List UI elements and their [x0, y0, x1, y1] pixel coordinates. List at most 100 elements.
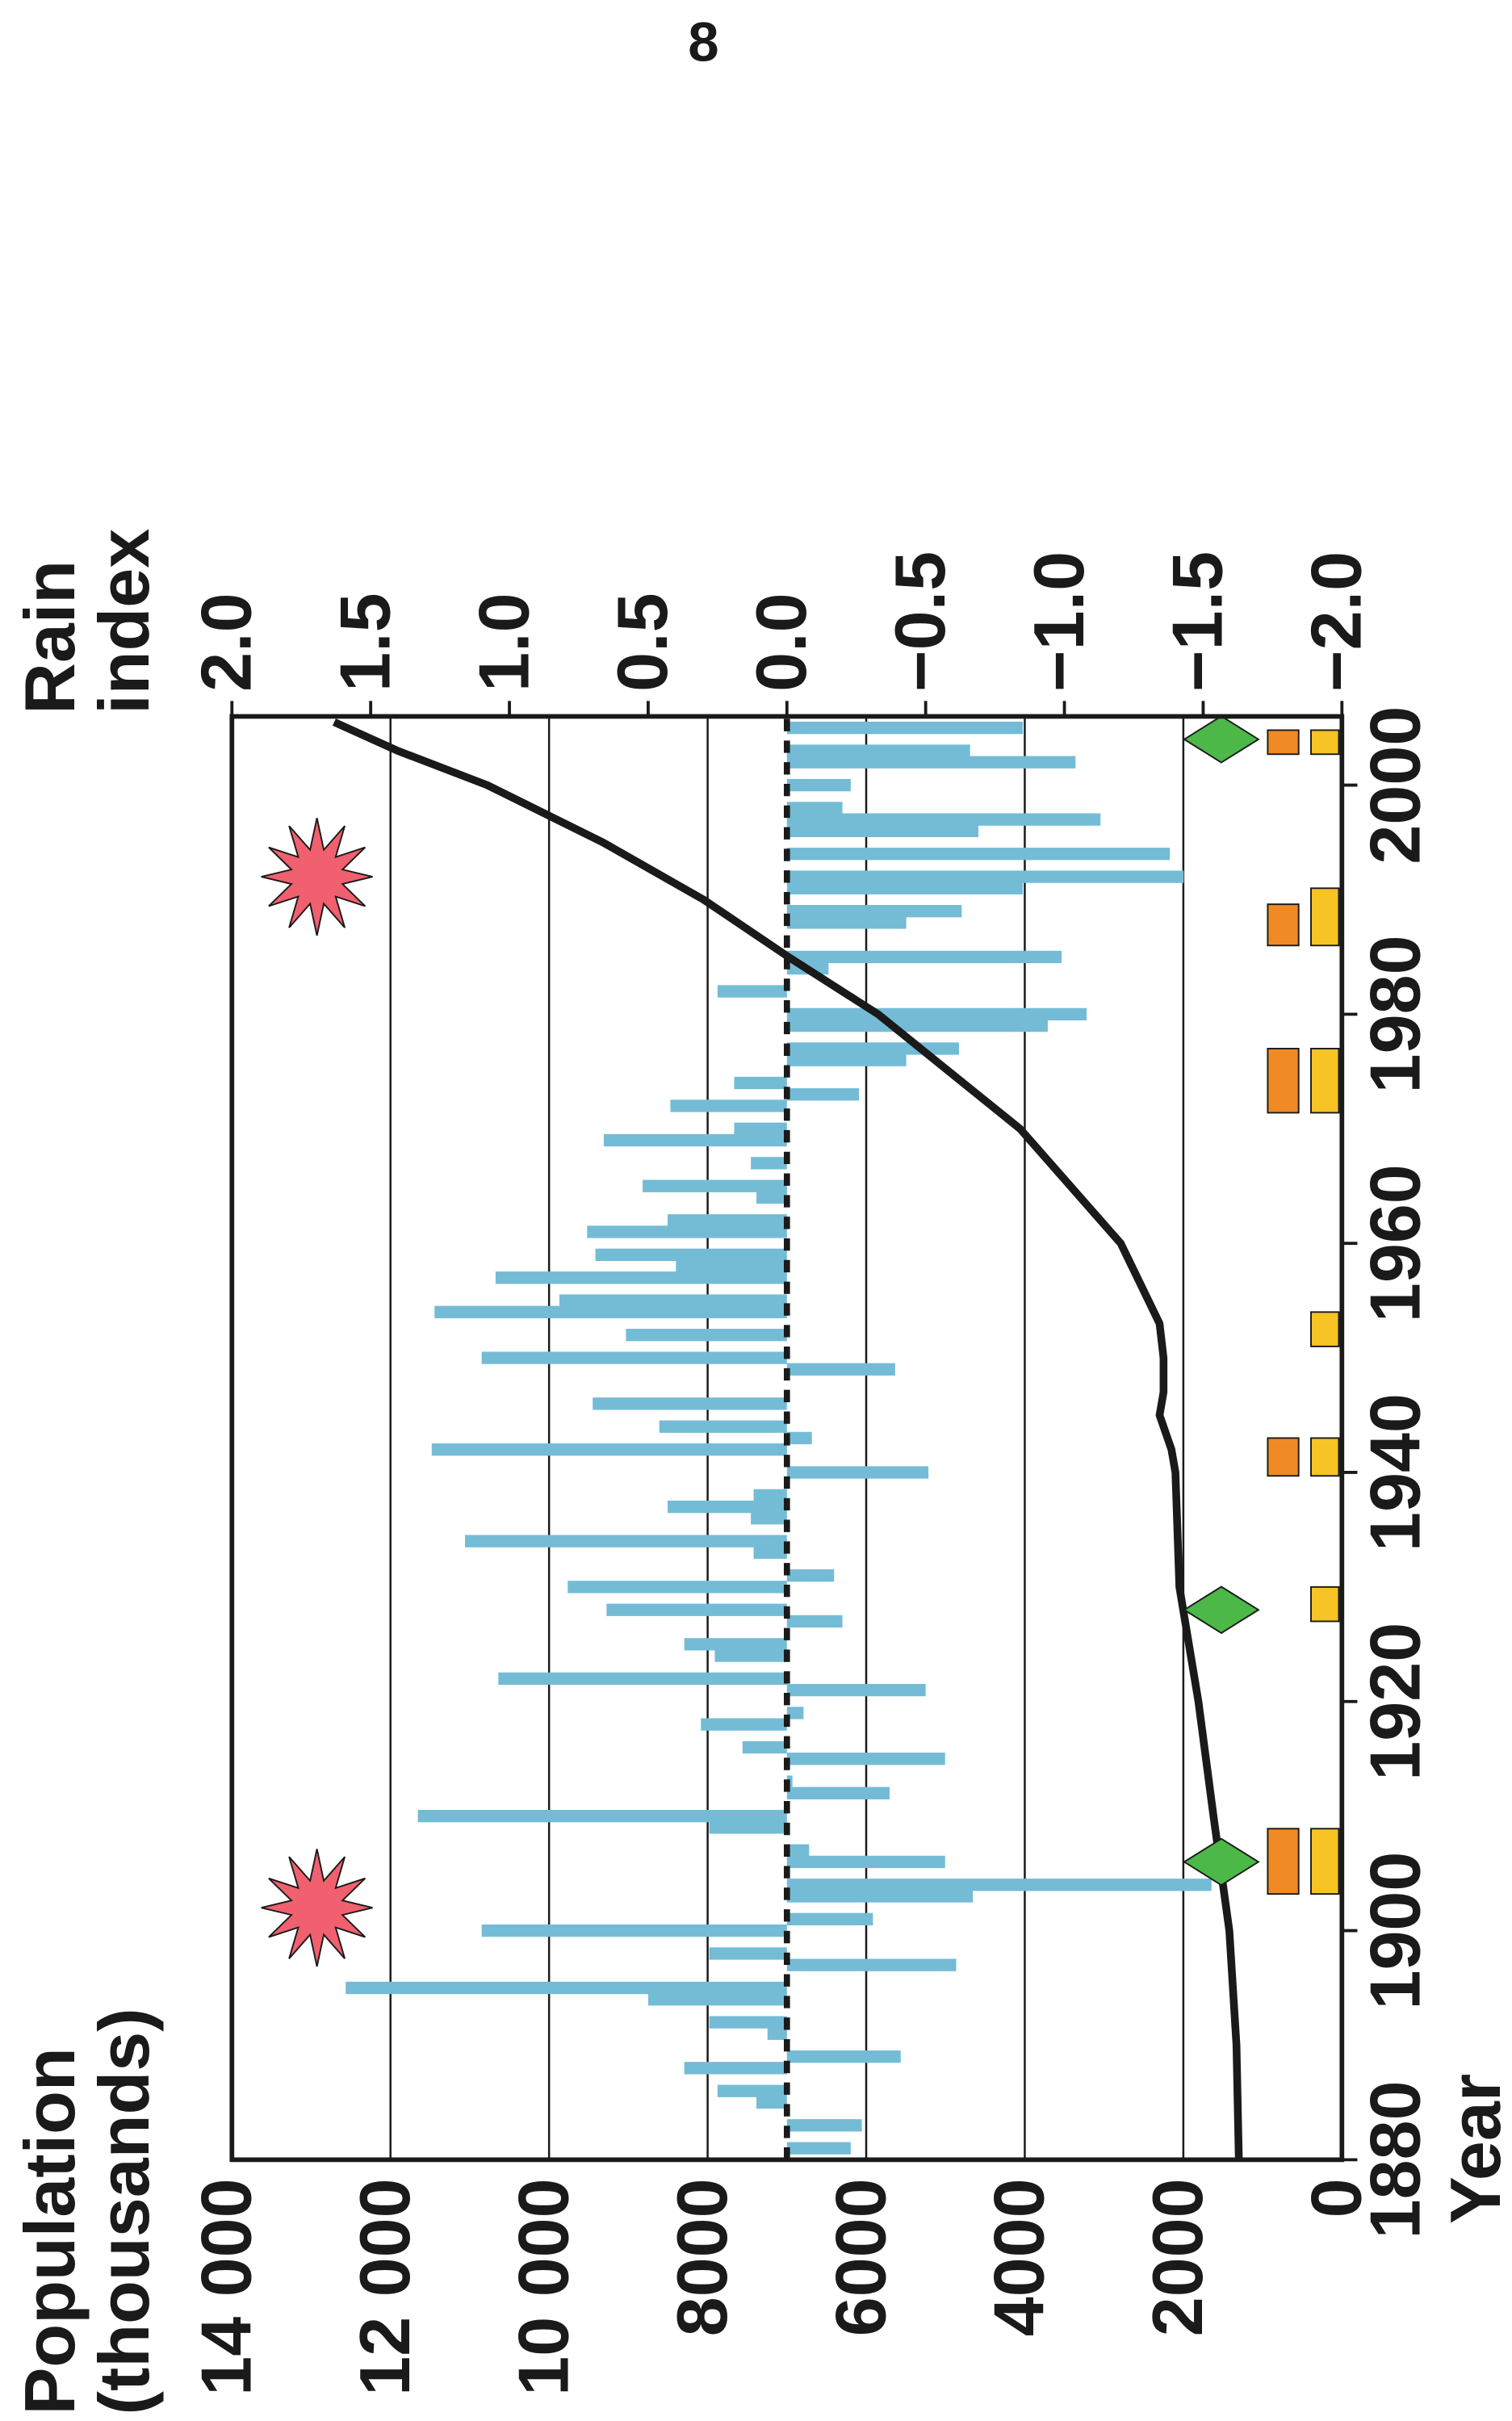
period-marker	[1310, 1437, 1340, 1477]
y-tick-label: 4000	[979, 2178, 1059, 2336]
rain-bar	[756, 2096, 787, 2109]
y2-tick-label: 1.0	[463, 593, 543, 691]
x-axis-title: Year	[1435, 2074, 1512, 2224]
rain-bar	[786, 916, 907, 929]
rain-bar	[753, 1546, 787, 1559]
x-tick-label: 1920	[1355, 1623, 1435, 1781]
rain-bar	[786, 2142, 851, 2155]
rain-bar	[786, 905, 962, 918]
rain-bar	[786, 1466, 929, 1479]
rain-bar	[498, 1672, 787, 1686]
page-number: 8	[688, 11, 718, 73]
rain-bar	[495, 1271, 787, 1284]
rain-bar	[786, 1958, 957, 1971]
rain-bar	[593, 1397, 787, 1410]
period-marker	[1310, 729, 1340, 756]
period-marker	[1267, 903, 1300, 947]
y-tick-label: 14 000	[186, 2178, 266, 2395]
rain-bar	[786, 1053, 907, 1066]
y2-tick-label: −2.0	[1296, 551, 1376, 692]
star-marker	[261, 818, 373, 936]
rain-bar	[481, 1924, 787, 1937]
rain-bar	[701, 1718, 787, 1731]
rain-bar	[753, 1489, 787, 1502]
rain-bar	[709, 2016, 787, 2029]
period-marker	[1267, 1047, 1300, 1114]
period-marker	[1267, 729, 1300, 756]
rain-bar	[751, 1512, 787, 1525]
rain-bar	[786, 802, 843, 815]
y2-tick-label: 0.5	[602, 593, 682, 691]
y2-tick-label: 0.0	[741, 593, 821, 691]
period-marker	[1267, 1828, 1300, 1895]
period-marker	[1310, 1585, 1340, 1623]
rain-bar	[684, 2062, 787, 2075]
rain-bar	[786, 950, 1062, 964]
period-marker	[1310, 1828, 1340, 1895]
rain-bar	[756, 1191, 787, 1204]
rain-bar	[667, 1214, 787, 1227]
y-tick-label: 2000	[1137, 2178, 1217, 2336]
rain-bar	[786, 848, 1171, 861]
rain-bar	[786, 2119, 862, 2132]
diamond-marker	[1183, 1837, 1260, 1887]
rain-bar	[568, 1581, 787, 1594]
rain-bar	[603, 1133, 787, 1147]
y-tick-label: 12 000	[345, 2178, 425, 2395]
period-marker	[1310, 1311, 1340, 1347]
rain-bar	[786, 778, 851, 792]
rain-bar	[709, 1947, 787, 1960]
rain-bar	[717, 985, 787, 998]
rain-bar	[481, 1351, 787, 1364]
y2-tick-label: 1.5	[325, 593, 404, 691]
rain-bar	[786, 1683, 926, 1697]
y2-tick-label: −1.5	[1158, 551, 1238, 692]
rain-bar	[786, 1753, 945, 1765]
x-tick-label: 1980	[1355, 935, 1435, 1093]
y-tick-label: 0	[1296, 2178, 1376, 2218]
rain-bar	[786, 1890, 974, 1903]
rain-bar	[786, 1569, 835, 1582]
rain-bar	[786, 1615, 843, 1628]
diamond-marker	[1183, 714, 1260, 764]
rain-bar	[465, 1535, 787, 1548]
y-tick-label: 10 000	[503, 2178, 583, 2395]
rain-bar	[659, 1420, 787, 1433]
rain-bar	[786, 744, 970, 757]
rain-bar	[786, 870, 1184, 883]
rain-bar	[647, 1993, 787, 2006]
rain-bar	[786, 1019, 1048, 1032]
rain-bar	[606, 1603, 787, 1616]
rain-bar	[786, 1879, 1212, 1891]
y2-axis-title: Rain	[10, 560, 90, 714]
rain-bar	[626, 1329, 787, 1342]
x-tick-label: 1940	[1355, 1393, 1435, 1552]
rain-bar	[786, 1707, 804, 1719]
rain-bar	[667, 1500, 787, 1514]
diamond-marker	[1183, 1585, 1260, 1635]
rain-bar	[434, 1305, 787, 1318]
rain-bar	[786, 721, 1023, 735]
rain-bar	[786, 1912, 873, 1926]
rain-bar	[751, 1157, 787, 1170]
y-tick-label: 6000	[820, 2178, 900, 2336]
y-axis-title: Population	[10, 2047, 90, 2415]
y2-tick-label: −0.5	[880, 551, 960, 692]
rain-bar	[786, 1855, 945, 1869]
rain-bar	[786, 1844, 810, 1857]
rain-bar	[417, 1810, 787, 1823]
y-axis-title: (thousands)	[84, 2008, 164, 2415]
y2-tick-label: 2.0	[186, 593, 266, 691]
rain-bar	[587, 1225, 787, 1238]
rain-bar	[786, 813, 1101, 826]
x-tick-label: 1960	[1355, 1164, 1435, 1322]
rain-bar	[709, 1821, 787, 1834]
rain-bar	[670, 1100, 787, 1112]
rain-bar	[786, 1007, 1087, 1021]
period-marker	[1267, 1437, 1300, 1477]
star-marker	[261, 1849, 373, 1967]
rain-bar	[786, 1786, 890, 1799]
rain-bar	[676, 1259, 787, 1273]
rain-bar	[786, 1042, 959, 1055]
